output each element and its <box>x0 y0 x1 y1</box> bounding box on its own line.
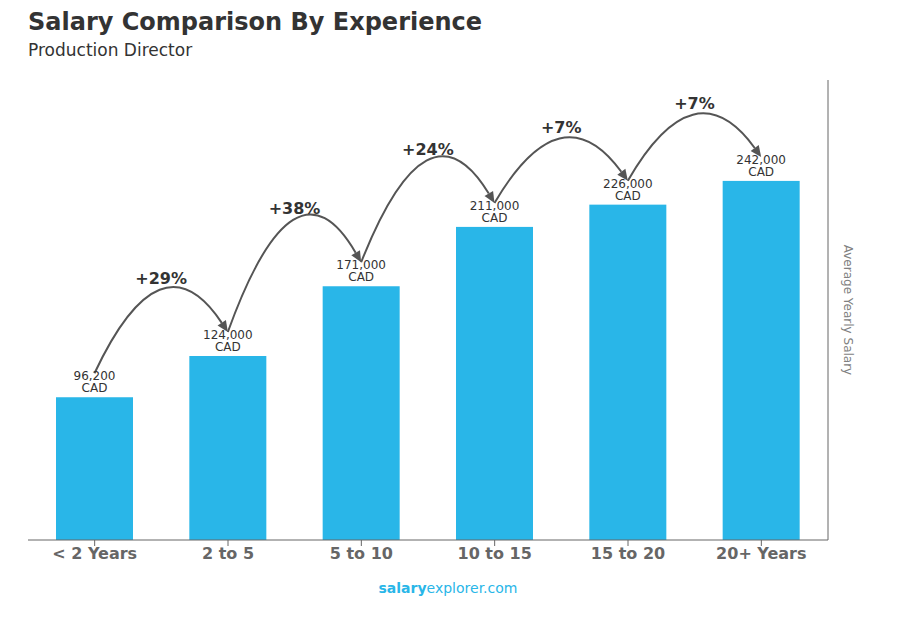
svg-text:171,000CAD: 171,000CAD <box>336 258 386 284</box>
svg-text:< 2 Years: < 2 Years <box>52 544 137 563</box>
svg-text:Average Yearly Salary: Average Yearly Salary <box>841 245 855 375</box>
svg-text:10 to 15: 10 to 15 <box>458 544 532 563</box>
svg-text:96,200CAD: 96,200CAD <box>74 369 116 395</box>
svg-text:5 to 10: 5 to 10 <box>330 544 393 563</box>
svg-text:211,000CAD: 211,000CAD <box>470 199 520 225</box>
svg-text:2 to 5: 2 to 5 <box>202 544 254 563</box>
svg-text:+7%: +7% <box>541 118 582 137</box>
html-text:Production Director: Production Director <box>28 40 193 60</box>
svg-text:20+ Years: 20+ Years <box>716 544 806 563</box>
svg-text:15 to 20: 15 to 20 <box>591 544 665 563</box>
svg-text:+7%: +7% <box>674 94 715 113</box>
svg-text:124,000CAD: 124,000CAD <box>203 328 253 354</box>
svg-text:+29%: +29% <box>135 269 187 288</box>
html-text:salary explorer.com: salary explorer.com <box>378 580 518 596</box>
svg-text:+38%: +38% <box>269 199 321 218</box>
svg-text:242,000CAD: 242,000CAD <box>736 153 786 179</box>
html-text:Salary Comparison By Experienc: Salary Comparison By Experience <box>28 8 483 36</box>
svg-text:226,000CAD: 226,000CAD <box>603 177 653 203</box>
svg-text:+24%: +24% <box>402 140 454 159</box>
